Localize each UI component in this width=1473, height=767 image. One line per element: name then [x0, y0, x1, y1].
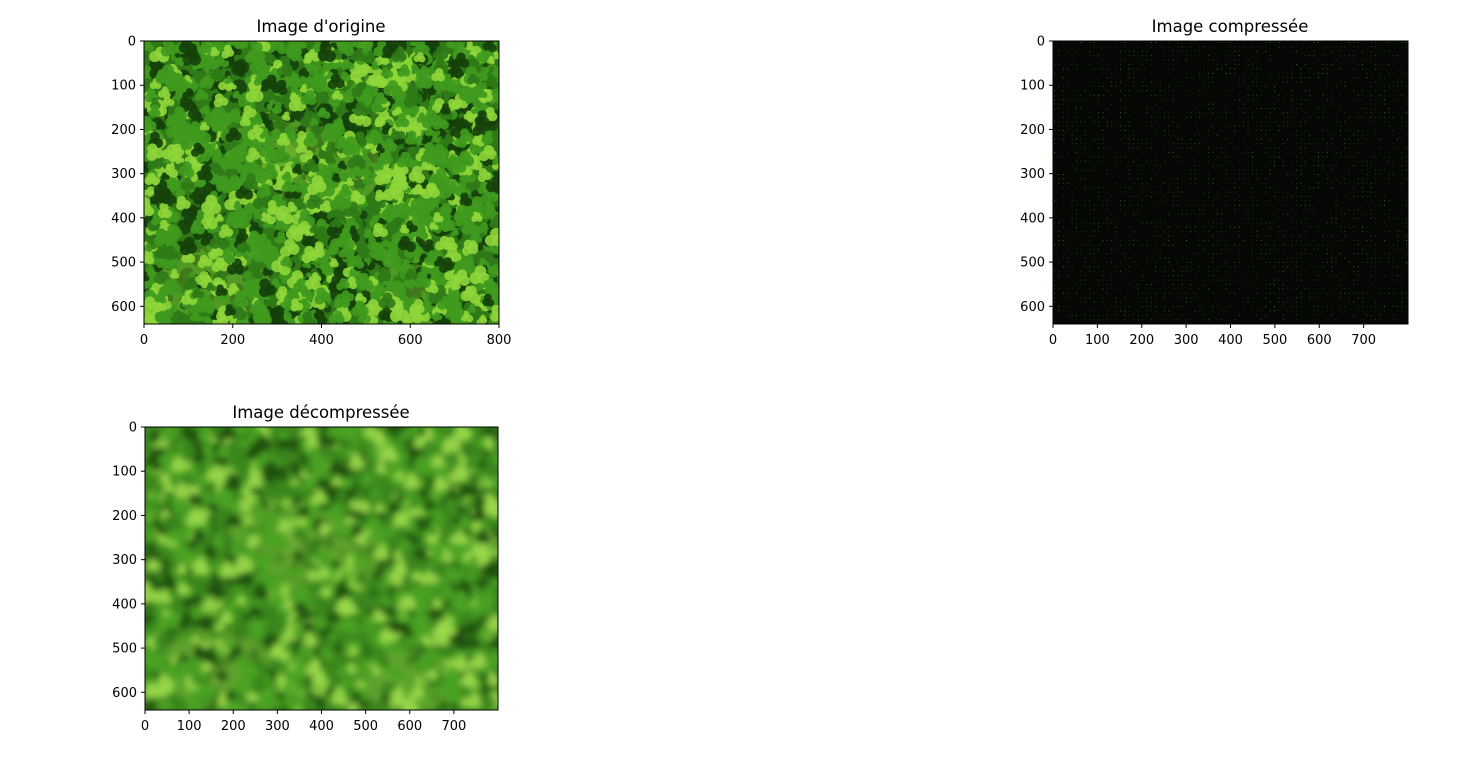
original-y-axis: 0 100 200 300 400 500 600	[111, 35, 144, 315]
decompressed-x-tick-label: 200	[221, 719, 246, 734]
decompressed-image	[145, 427, 498, 710]
panel-original-title: Image d'origine	[256, 17, 385, 36]
decompressed-y-tick-label: 400	[112, 597, 137, 612]
compressed-y-tick-label: 200	[1020, 123, 1045, 138]
original-y-tick-label: 400	[111, 211, 136, 226]
original-y-tick-label: 300	[111, 167, 136, 182]
compressed-y-tick-label: 300	[1020, 167, 1045, 182]
original-image	[144, 41, 499, 324]
original-y-tick-label: 100	[111, 79, 136, 94]
compressed-y-tick-label: 100	[1020, 79, 1045, 94]
original-y-tick-label: 600	[111, 300, 136, 315]
decompressed-y-tick-label: 0	[129, 421, 137, 436]
original-y-tick-label: 200	[111, 123, 136, 138]
decompressed-image-texture	[145, 427, 498, 710]
panel-compressed-title: Image compressée	[1152, 17, 1309, 36]
original-y-tick-label: 0	[128, 35, 136, 50]
compressed-y-tick-label: 500	[1020, 256, 1045, 271]
compressed-x-tick-label: 700	[1351, 333, 1376, 348]
compressed-y-axis: 0 100 200 300 400 500 600	[1020, 35, 1053, 315]
panel-decompressed: Image décompressée 0 100 200 300 400 500 600 70…	[112, 403, 499, 734]
decompressed-x-tick-label: 400	[309, 719, 334, 734]
decompressed-x-tick-label: 300	[265, 719, 290, 734]
compressed-y-tick-label: 400	[1020, 211, 1045, 226]
decompressed-y-tick-label: 600	[112, 686, 137, 701]
compressed-x-tick-label: 500	[1262, 333, 1287, 348]
panel-decompressed-title: Image décompressée	[232, 403, 409, 422]
decompressed-y-tick-label: 500	[112, 642, 137, 657]
compressed-x-tick-label: 0	[1049, 333, 1057, 348]
original-x-tick-label: 600	[398, 333, 423, 348]
decompressed-x-axis: 0 100 200 300 400 500 600 700	[141, 710, 466, 734]
original-x-tick-label: 800	[487, 333, 512, 348]
panel-compressed: Image compressée 0 100 200 300 400 500 600 700 …	[1020, 17, 1409, 348]
compressed-image-base	[1053, 41, 1408, 324]
decompressed-x-tick-label: 600	[397, 719, 422, 734]
compressed-y-tick-label: 600	[1020, 300, 1045, 315]
decompressed-y-axis: 0 100 200 300 400 500 600	[112, 421, 145, 701]
decompressed-y-tick-label: 200	[112, 509, 137, 524]
compressed-x-tick-label: 400	[1218, 333, 1243, 348]
original-x-axis: 0 200 400 600 800	[140, 324, 512, 348]
decompressed-x-tick-label: 0	[141, 719, 149, 734]
panel-original: Image d'origine 0 200 400 600 800 0 100 200 300…	[111, 17, 511, 348]
original-image-texture	[144, 41, 499, 324]
compressed-x-tick-label: 200	[1129, 333, 1154, 348]
compressed-x-tick-label: 600	[1307, 333, 1332, 348]
compressed-x-tick-label: 100	[1085, 333, 1110, 348]
compressed-image	[1053, 41, 1408, 324]
original-x-tick-label: 0	[140, 333, 148, 348]
decompressed-y-tick-label: 100	[112, 465, 137, 480]
compressed-x-axis: 0 100 200 300 400 500 600 700	[1049, 324, 1376, 348]
compressed-y-tick-label: 0	[1037, 35, 1045, 50]
decompressed-x-tick-label: 100	[177, 719, 202, 734]
compressed-x-tick-label: 300	[1174, 333, 1199, 348]
original-x-tick-label: 200	[220, 333, 245, 348]
original-y-tick-label: 500	[111, 256, 136, 271]
decompressed-x-tick-label: 500	[353, 719, 378, 734]
decompressed-x-tick-label: 700	[441, 719, 466, 734]
original-x-tick-label: 400	[309, 333, 334, 348]
decompressed-y-tick-label: 300	[112, 553, 137, 568]
